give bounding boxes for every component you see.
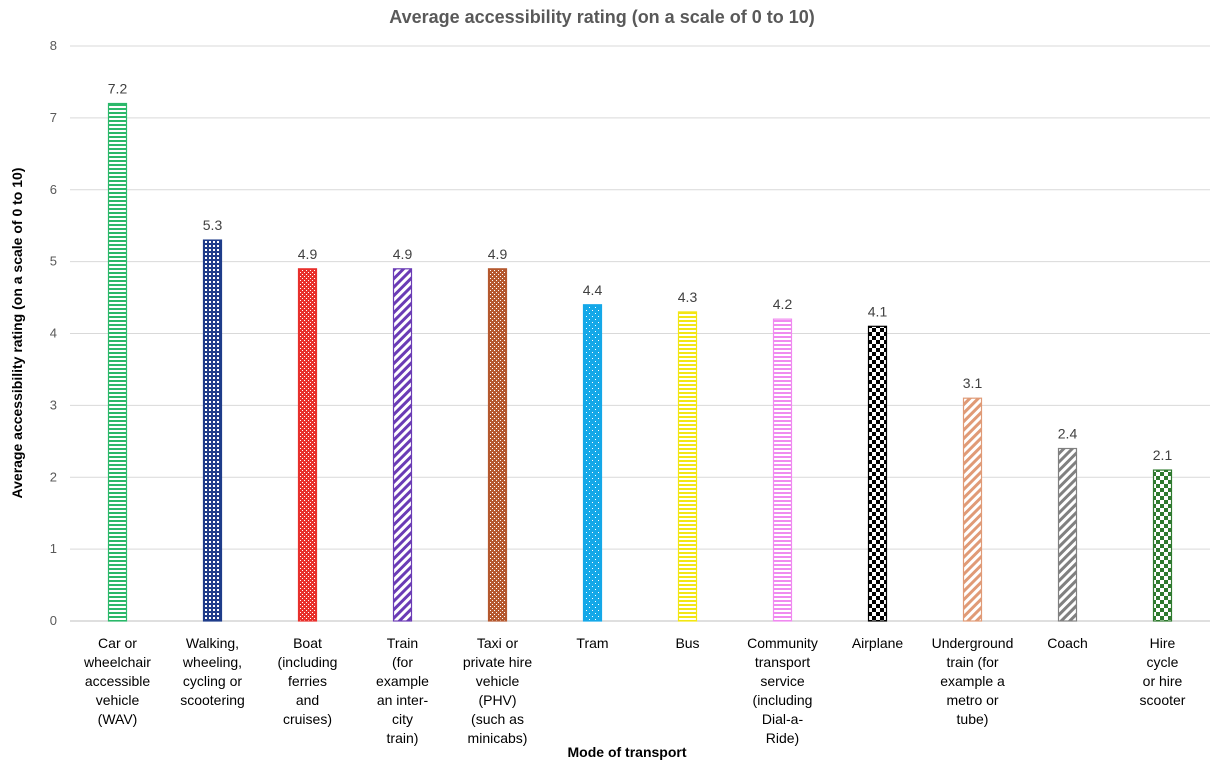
- x-tick-label: Community transport service (including Dial-…: [747, 635, 818, 746]
- data-label: 4.3: [678, 289, 698, 305]
- x-tick-label: Hire cycle or hire scooter: [1140, 635, 1186, 708]
- x-tick-label: Bus: [675, 635, 699, 651]
- data-label: 5.3: [203, 217, 223, 233]
- data-label: 7.2: [108, 81, 128, 97]
- y-tick-label: 3: [50, 397, 57, 412]
- x-tick-label: Car or wheelchair accessible vehicle (WAV): [83, 635, 151, 727]
- bars: [107, 102, 1173, 622]
- data-labels: 7.2 5.3 4.9 4.9 4.9 4.4 4.3 4.2 4.1 3.1 2.4 2.1: [108, 81, 1173, 464]
- y-tick-label: 5: [50, 254, 57, 269]
- bar: [1057, 447, 1078, 622]
- x-tick-label: Airplane: [852, 635, 904, 651]
- bar: [867, 325, 888, 622]
- data-label: 4.9: [393, 246, 413, 262]
- y-tick-label: 8: [50, 38, 57, 53]
- x-tick-label: Boat (including ferries and cruises): [278, 635, 338, 727]
- bar: [677, 311, 698, 622]
- bar: [202, 239, 223, 622]
- y-axis-title: Average accessibility rating (on a scale…: [9, 168, 25, 499]
- data-label: 2.4: [1058, 426, 1078, 442]
- bar: [392, 268, 413, 622]
- bar: [487, 268, 508, 622]
- x-axis-ticks: Car or wheelchair accessible vehicle (WAV) Wa…: [83, 635, 1186, 746]
- x-tick-label: Taxi or private hire vehicle (PHV) (such as m…: [463, 635, 532, 746]
- bar: [107, 102, 128, 622]
- data-label: 3.1: [963, 375, 983, 391]
- x-tick-label: Tram: [576, 635, 608, 651]
- data-label: 4.2: [773, 296, 793, 312]
- y-tick-label: 4: [50, 326, 57, 341]
- bar: [582, 304, 603, 622]
- x-tick-label: Train (for example an inter-city train): [376, 635, 429, 746]
- y-tick-label: 7: [50, 110, 57, 125]
- bar: [772, 318, 793, 622]
- y-axis-ticks: 0 1 2 3 4 5 6 7 8: [50, 38, 57, 628]
- x-tick-label: Coach: [1047, 635, 1087, 651]
- data-label: 4.1: [868, 303, 888, 319]
- bar: [1152, 469, 1173, 622]
- data-label: 4.4: [583, 282, 603, 298]
- y-tick-label: 2: [50, 469, 57, 484]
- bar: [962, 397, 983, 622]
- gridlines: [70, 45, 1210, 622]
- y-tick-label: 0: [50, 613, 57, 628]
- data-label: 4.9: [298, 246, 318, 262]
- chart-title: Average accessibility rating (on a scale…: [389, 7, 815, 27]
- data-label: 4.9: [488, 246, 508, 262]
- y-tick-label: 1: [50, 541, 57, 556]
- x-tick-label: Underground train (for example a metro or tu…: [932, 635, 1014, 727]
- data-label: 2.1: [1153, 447, 1173, 463]
- y-tick-label: 6: [50, 182, 57, 197]
- x-tick-label: Walking, wheeling, cycling or scootering: [180, 635, 245, 708]
- bar: [297, 268, 318, 622]
- x-axis-title: Mode of transport: [568, 744, 687, 760]
